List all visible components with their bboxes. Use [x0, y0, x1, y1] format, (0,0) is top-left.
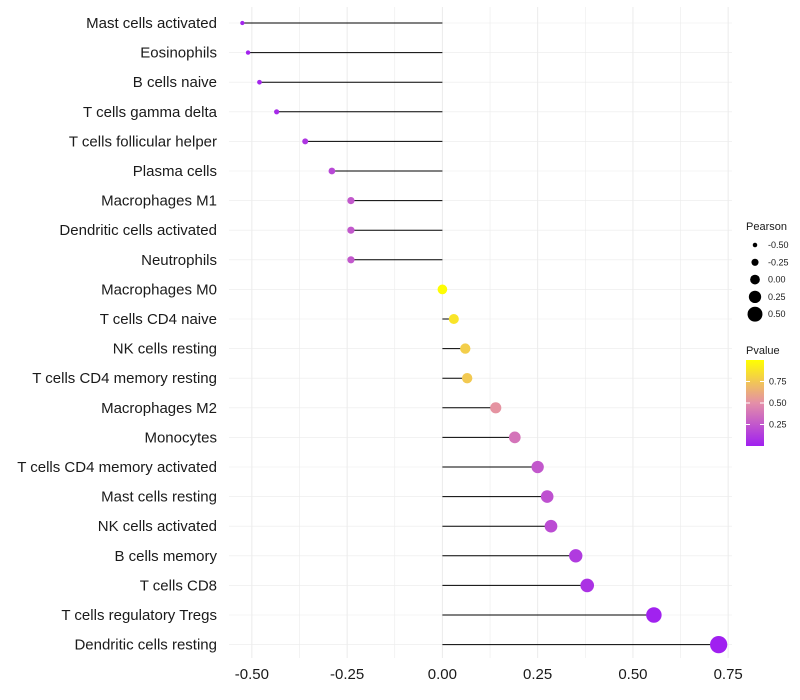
lollipop-point [328, 167, 336, 175]
legend-pearson-key [752, 242, 758, 248]
legend-pvalue-label: 0.50 [769, 398, 787, 408]
lollipop-point [347, 226, 355, 234]
category-label: Plasma cells [133, 163, 217, 180]
category-label: NK cells activated [98, 518, 217, 535]
category-label: NK cells resting [113, 341, 217, 358]
lollipop-point [540, 490, 554, 503]
category-label: Neutrophils [141, 252, 217, 269]
legend-pearson-label: -0.50 [768, 240, 789, 250]
category-label: Macrophages M2 [101, 400, 217, 417]
legend-pearson-key [751, 258, 759, 266]
point-layer [240, 20, 728, 654]
category-label: B cells memory [114, 548, 217, 565]
legend-pvalue-label: 0.25 [769, 420, 787, 430]
segment-layer [242, 22, 719, 646]
lollipop-point [347, 256, 355, 264]
category-label: Dendritic cells activated [59, 222, 217, 239]
lollipop-point [240, 20, 245, 26]
lollipop-point [531, 460, 544, 474]
lollipop-point [448, 313, 459, 325]
category-label: T cells regulatory Tregs [61, 607, 217, 624]
lollipop-point [302, 138, 309, 145]
category-label: T cells CD4 memory activated [17, 459, 217, 476]
category-label: T cells CD8 [140, 577, 217, 594]
lollipop-point [508, 431, 521, 444]
legend-pvalue: Pvalue 0.75 0.50 0.25 [746, 345, 787, 446]
legend-pearson-label: 0.00 [768, 275, 786, 285]
lollipop-point [437, 284, 448, 295]
lollipop-point [461, 373, 473, 384]
category-label: Dendritic cells resting [74, 637, 217, 654]
category-label: Mast cells resting [101, 489, 217, 506]
lollipop-point [460, 343, 471, 354]
x-tick-label: 0.25 [523, 666, 552, 683]
legend-pearson-label: -0.25 [768, 257, 789, 267]
lollipop-point [347, 196, 355, 205]
lollipop-point [710, 635, 728, 654]
category-label: T cells gamma delta [83, 104, 218, 121]
category-label: Monocytes [144, 429, 217, 446]
pvalue-colorbar [746, 360, 764, 446]
x-tick-label: -0.25 [330, 666, 364, 683]
legend-pearson-label: 0.50 [768, 309, 786, 319]
legend-pearson-title: Pearson [746, 221, 787, 233]
category-label: Mast cells activated [86, 15, 217, 32]
legend-pearson-label: 0.25 [768, 292, 786, 302]
x-tick-labels: -0.50 -0.25 0.00 0.25 0.50 0.75 [235, 666, 743, 683]
lollipop-point [274, 109, 280, 115]
legend-pearson: Pearson -0.50 -0.25 0.00 0.25 0.50 [746, 221, 789, 322]
lollipop-point [580, 578, 595, 593]
category-label: B cells naive [133, 74, 217, 91]
category-label: T cells CD4 memory resting [32, 370, 217, 387]
lollipop-point [245, 50, 251, 55]
category-labels: Mast cells activated Eosinophils B cells n… [17, 15, 217, 654]
lollipop-point [544, 519, 558, 533]
legend-pearson-key [747, 306, 763, 322]
category-label: T cells follicular helper [69, 133, 217, 150]
x-tick-label: 0.75 [714, 666, 743, 683]
x-tick-label: 0.00 [428, 666, 457, 683]
x-tick-label: 0.50 [618, 666, 647, 683]
lollipop-point [490, 402, 502, 414]
lollipop-point [257, 79, 262, 85]
legend-pvalue-title: Pvalue [746, 345, 780, 357]
x-tick-label: -0.50 [235, 666, 269, 683]
lollipop-point [646, 607, 662, 623]
legend-pearson-key [750, 274, 760, 285]
category-label: Macrophages M1 [101, 193, 217, 210]
lollipop-point [569, 549, 583, 563]
category-label: T cells CD4 naive [100, 311, 217, 328]
grid-layer [229, 7, 732, 658]
legend-pearson-key [748, 290, 762, 304]
category-label: Eosinophils [140, 45, 217, 62]
legend-pvalue-label: 0.75 [769, 377, 787, 387]
category-label: Macrophages M0 [101, 281, 217, 298]
